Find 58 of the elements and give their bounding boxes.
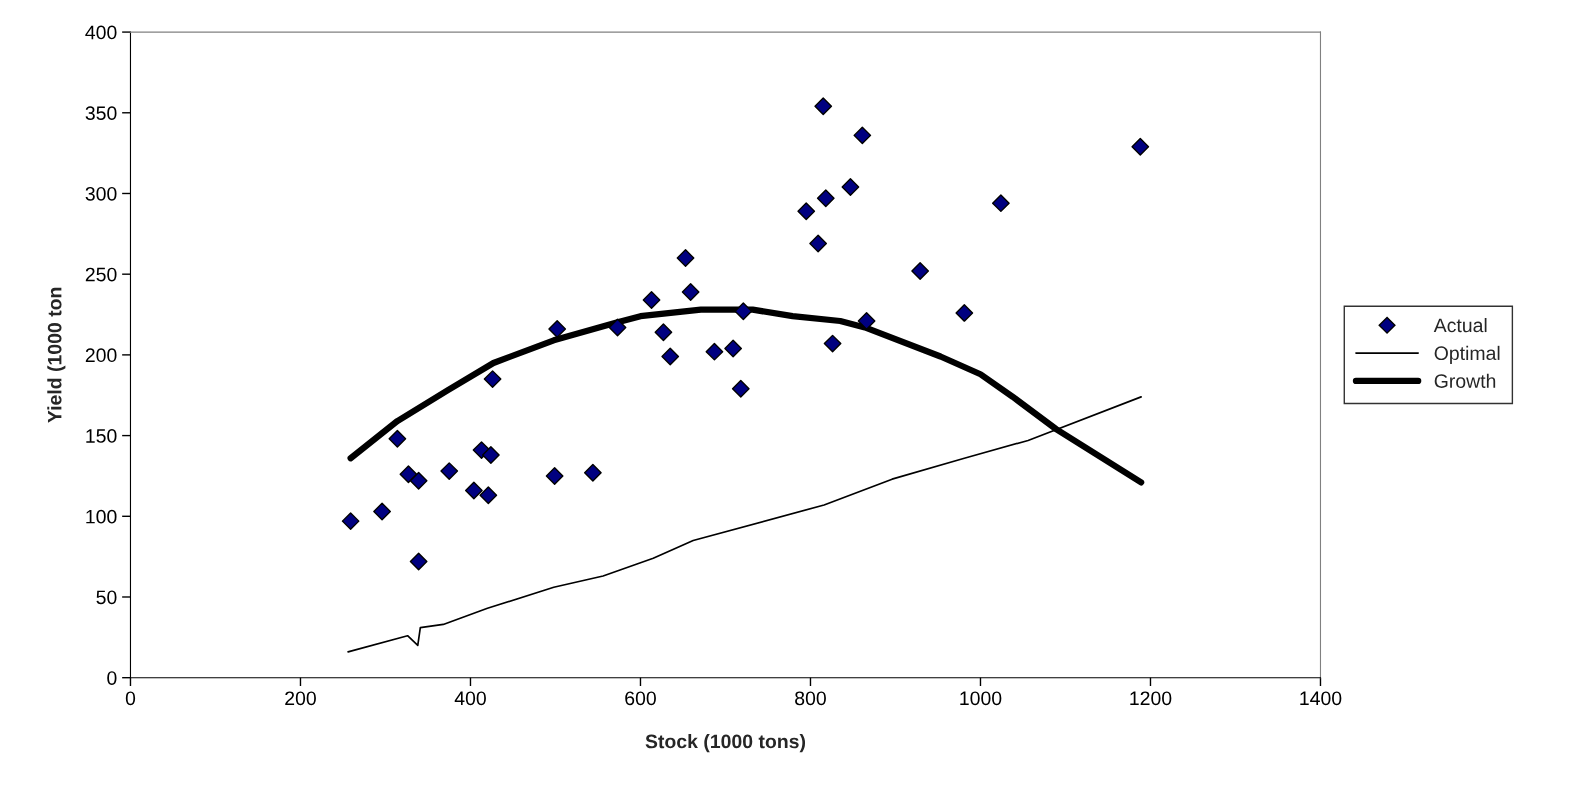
point bbox=[681, 283, 700, 301]
point bbox=[857, 312, 876, 330]
y-tick-label: 250 bbox=[85, 267, 117, 282]
x-tick-label: 600 bbox=[625, 691, 656, 706]
legend-label: Growth bbox=[1434, 373, 1496, 388]
point bbox=[481, 446, 500, 464]
point bbox=[388, 429, 407, 448]
y-tick-label: 350 bbox=[85, 106, 117, 121]
x-tick-label: 1400 bbox=[1300, 691, 1342, 706]
point bbox=[853, 126, 872, 145]
point bbox=[731, 379, 750, 398]
point bbox=[608, 318, 627, 337]
point bbox=[409, 471, 428, 490]
x-tick-label: 1200 bbox=[1130, 691, 1172, 706]
point bbox=[911, 262, 930, 280]
x-tick-label: 800 bbox=[795, 691, 826, 706]
legend-label: Actual bbox=[1433, 317, 1487, 333]
point bbox=[583, 463, 602, 482]
y-tick-label: 200 bbox=[85, 348, 117, 363]
point bbox=[545, 467, 564, 485]
y-tick-label: 0 bbox=[107, 671, 117, 685]
point bbox=[642, 291, 661, 309]
point bbox=[1131, 137, 1150, 156]
point bbox=[654, 323, 673, 342]
point bbox=[734, 302, 753, 321]
point bbox=[676, 249, 695, 267]
point bbox=[705, 342, 724, 361]
x-tick-label: 200 bbox=[285, 691, 316, 706]
x-tick-label: 400 bbox=[454, 691, 486, 706]
point bbox=[464, 481, 483, 500]
point bbox=[548, 320, 567, 338]
point bbox=[991, 194, 1010, 213]
point bbox=[823, 334, 842, 353]
legend-label: Optimal bbox=[1434, 345, 1500, 364]
point bbox=[341, 512, 360, 531]
point bbox=[816, 189, 835, 208]
y-tick-label: 400 bbox=[85, 25, 117, 40]
y-tick-label: 300 bbox=[85, 186, 117, 201]
point bbox=[814, 97, 833, 116]
point bbox=[440, 462, 459, 481]
y-tick-label: 50 bbox=[96, 590, 117, 605]
x-tick-label: 0 bbox=[125, 691, 136, 706]
point bbox=[399, 465, 418, 484]
y-tick-label: 100 bbox=[86, 509, 117, 524]
point bbox=[797, 202, 816, 221]
point bbox=[373, 502, 391, 521]
y-axis-title: Yield (1000 ton bbox=[47, 287, 66, 423]
point bbox=[955, 304, 974, 322]
point bbox=[479, 486, 498, 505]
point bbox=[809, 234, 828, 253]
point bbox=[409, 552, 428, 571]
x-tick-label: 1000 bbox=[960, 691, 1002, 706]
point bbox=[661, 347, 680, 366]
point bbox=[483, 370, 502, 389]
point bbox=[724, 339, 743, 358]
point bbox=[841, 178, 860, 196]
y-tick-label: 150 bbox=[86, 429, 117, 443]
x-axis-title: Stock (1000 tons) bbox=[645, 734, 806, 753]
